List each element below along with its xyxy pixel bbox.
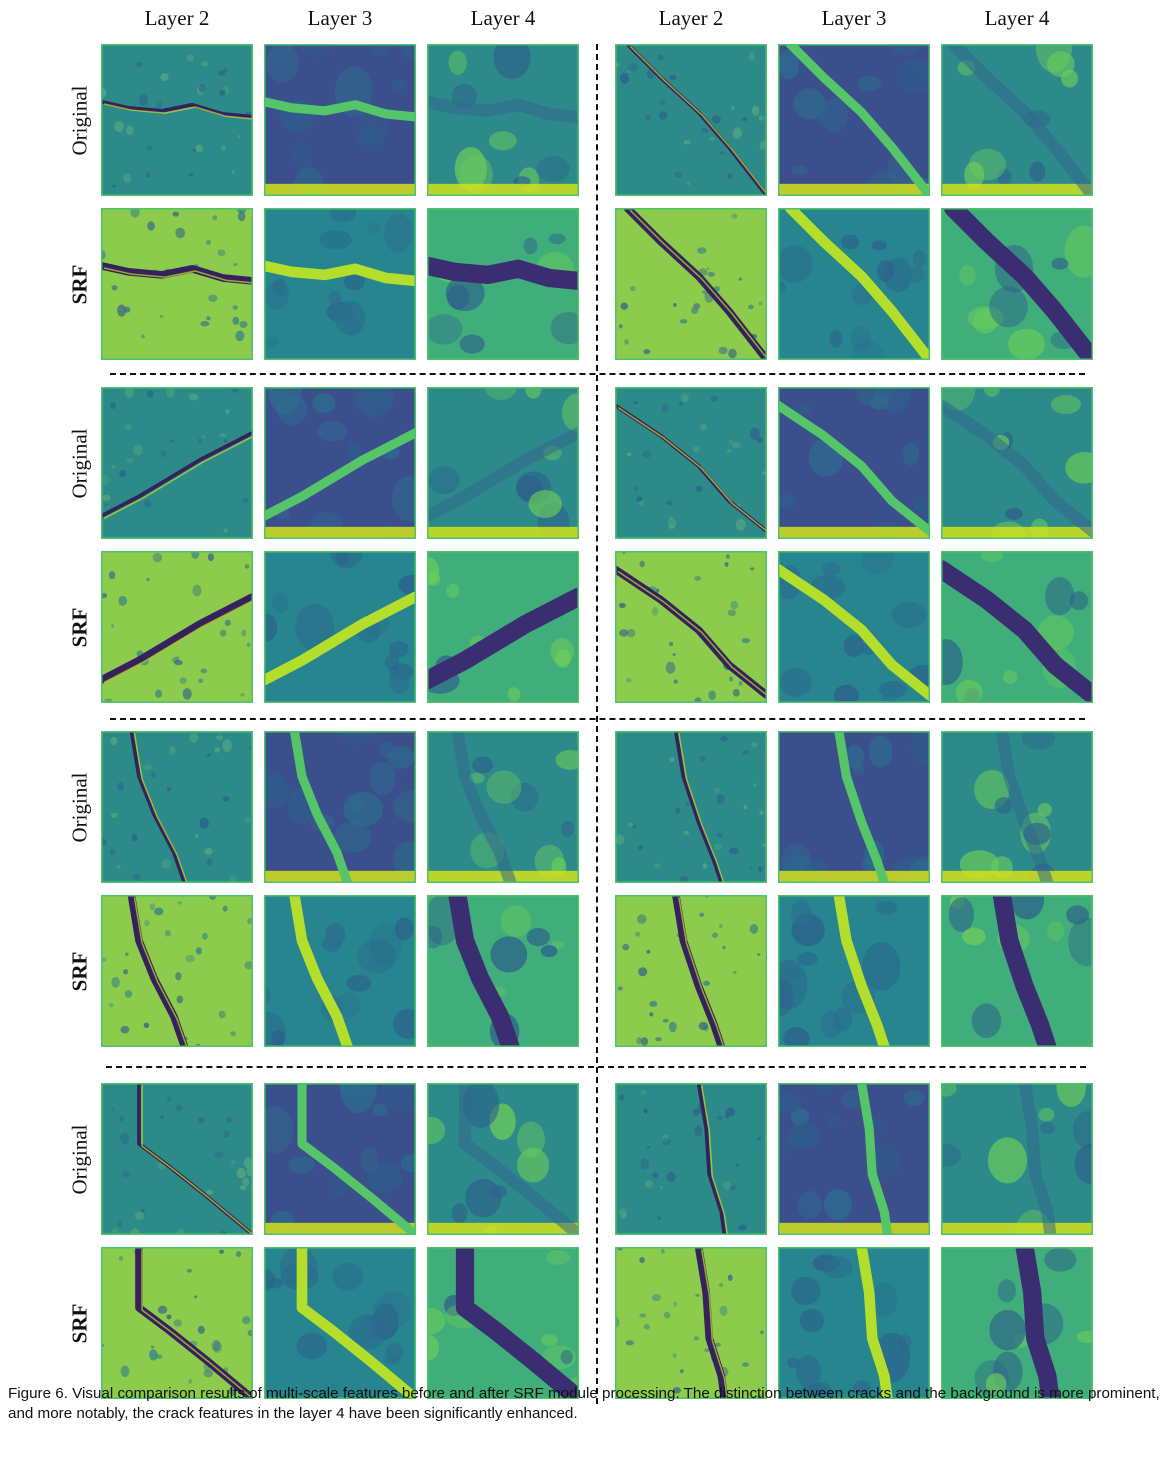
column-header-left-layer-3: Layer 3 [307,6,373,30]
feature-map-panel [615,1247,767,1399]
feature-map-panel [941,731,1093,883]
feature-map-panel [101,731,253,883]
row-label-srf-4: SRF [67,1303,92,1343]
feature-map-panel [264,208,416,360]
feature-map-panel [264,731,416,883]
feature-map-panel [941,551,1093,703]
feature-map-panel [264,551,416,703]
feature-map-panel [941,44,1093,196]
feature-map-panel [427,44,579,196]
feature-map-panel [941,208,1093,360]
feature-map-panel [778,1247,930,1399]
row-label-original-4: Original [67,1124,92,1194]
row-label-original-3: Original [67,772,92,842]
feature-map-panel [615,551,767,703]
column-header-right-layer-2: Layer 2 [658,6,724,30]
feature-map-panel [427,551,579,703]
column-header-left-layer-4: Layer 4 [470,6,536,30]
feature-map-panel [941,387,1093,539]
horizontal-separator-3 [106,1066,1086,1068]
feature-map-panel [264,1083,416,1235]
feature-map-panel [941,1083,1093,1235]
feature-map-panel [941,1247,1093,1399]
feature-map-panel [427,731,579,883]
feature-map-panel [427,895,579,1047]
row-label-srf-1: SRF [67,264,92,304]
feature-map-panel [101,387,253,539]
feature-map-panel [615,44,767,196]
figure-caption: Figure 6. Visual comparison results of m… [8,1385,1160,1422]
feature-map-panel [101,208,253,360]
feature-map-panel [615,387,767,539]
feature-map-panel [101,895,253,1047]
feature-map-panel [101,1247,253,1399]
feature-map-panel [615,208,767,360]
feature-map-panel [427,1247,579,1399]
horizontal-separator-2 [110,718,1085,720]
feature-map-panel [264,1247,416,1399]
column-header-right-layer-3: Layer 3 [821,6,887,30]
row-label-original-1: Original [67,85,92,155]
column-header-right-layer-4: Layer 4 [984,6,1050,30]
feature-map-panel [941,895,1093,1047]
row-label-srf-2: SRF [67,607,92,647]
column-header-left-layer-2: Layer 2 [144,6,210,30]
feature-map-panel [264,387,416,539]
feature-map-panel [778,44,930,196]
feature-map-panel [778,731,930,883]
feature-map-panel [778,895,930,1047]
row-label-original-2: Original [67,428,92,498]
feature-map-panel [427,1083,579,1235]
feature-map-panel [778,551,930,703]
feature-map-panel [778,387,930,539]
feature-map-panel [101,1083,253,1235]
feature-map-panel [615,895,767,1047]
feature-map-panel [101,551,253,703]
feature-map-panel [427,387,579,539]
feature-map-panel [264,44,416,196]
horizontal-separator-1 [110,373,1085,375]
feature-map-panel [615,731,767,883]
row-label-srf-3: SRF [67,951,92,991]
vertical-separator [596,44,598,1404]
feature-map-panel [264,895,416,1047]
feature-map-panel [615,1083,767,1235]
feature-map-panel [101,44,253,196]
feature-map-panel [778,1083,930,1235]
feature-map-panel [427,208,579,360]
feature-map-panel [778,208,930,360]
